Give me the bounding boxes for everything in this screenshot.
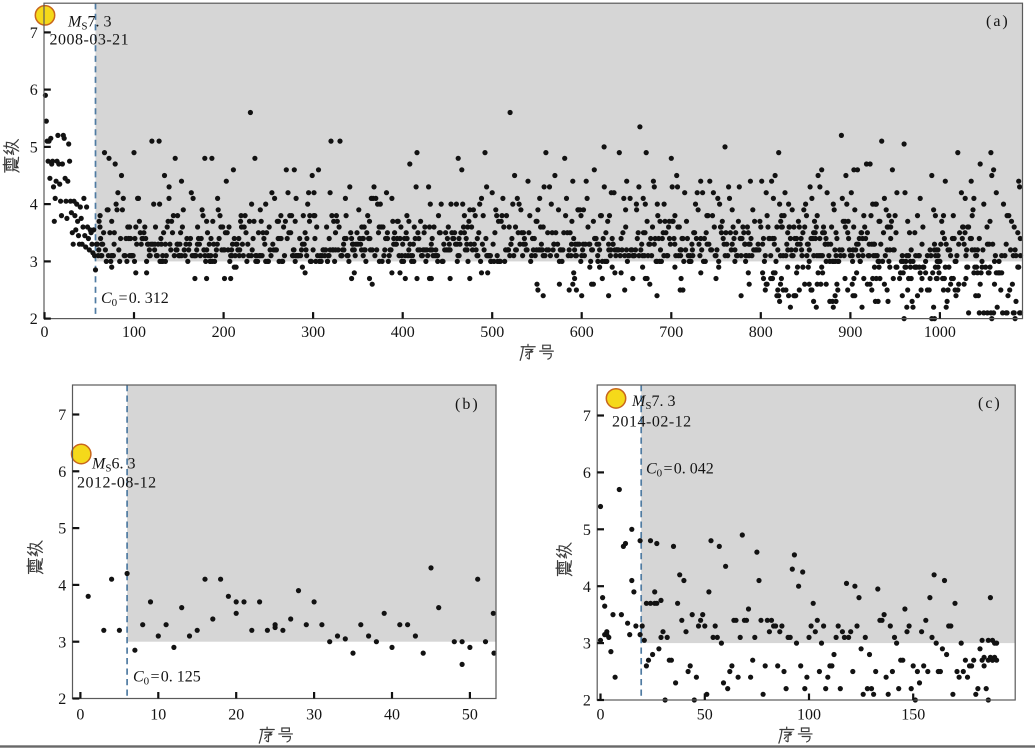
svg-text:5: 5 — [58, 521, 66, 538]
svg-text:2: 2 — [58, 691, 66, 708]
svg-text:6: 6 — [30, 82, 38, 99]
svg-text:10: 10 — [150, 707, 166, 724]
svg-text:0: 0 — [41, 324, 49, 341]
svg-text:3: 3 — [583, 636, 591, 653]
svg-text:7: 7 — [583, 408, 591, 425]
svg-text:500: 500 — [480, 324, 504, 341]
svg-text:100: 100 — [797, 707, 821, 724]
svg-text:4: 4 — [58, 578, 66, 595]
svg-text:C0=0. 125: C0=0. 125 — [133, 669, 201, 688]
svg-text:C0=0. 312: C0=0. 312 — [101, 290, 169, 309]
svg-text:4: 4 — [30, 197, 38, 214]
svg-text:150: 150 — [901, 707, 925, 724]
svg-text:(b): (b) — [455, 396, 480, 413]
svg-text:4: 4 — [583, 579, 591, 596]
svg-text:7: 7 — [30, 25, 38, 42]
svg-text:6: 6 — [58, 464, 66, 481]
svg-text:2: 2 — [30, 311, 38, 328]
svg-text:200: 200 — [212, 324, 236, 341]
svg-text:7: 7 — [58, 407, 66, 424]
svg-text:100: 100 — [122, 324, 146, 341]
svg-text:300: 300 — [301, 324, 325, 341]
svg-text:40: 40 — [384, 707, 400, 724]
svg-text:5: 5 — [583, 522, 591, 539]
svg-text:50: 50 — [462, 707, 478, 724]
svg-text:400: 400 — [391, 324, 415, 341]
svg-text:(a): (a) — [986, 13, 1010, 30]
svg-text:20: 20 — [228, 707, 244, 724]
svg-text:1000: 1000 — [924, 324, 956, 341]
svg-text:3: 3 — [58, 634, 66, 651]
svg-text:2: 2 — [583, 693, 591, 710]
svg-text:MS6. 3: MS6. 3 — [91, 456, 135, 475]
svg-text:MS7. 3: MS7. 3 — [67, 14, 111, 33]
svg-text:6: 6 — [583, 465, 591, 482]
svg-text:800: 800 — [749, 324, 773, 341]
svg-text:MS7. 3: MS7. 3 — [631, 393, 675, 412]
svg-text:2008-03-21: 2008-03-21 — [50, 31, 130, 48]
svg-text:50: 50 — [697, 707, 713, 724]
svg-text:0: 0 — [76, 707, 84, 724]
svg-text:600: 600 — [570, 324, 594, 341]
svg-text:700: 700 — [659, 324, 683, 341]
svg-text:30: 30 — [306, 707, 322, 724]
svg-text:2012-08-12: 2012-08-12 — [77, 475, 157, 492]
svg-text:C0=0. 042: C0=0. 042 — [646, 461, 714, 480]
svg-text:3: 3 — [30, 254, 38, 271]
svg-text:900: 900 — [838, 324, 862, 341]
svg-text:5: 5 — [30, 140, 38, 157]
svg-text:(c): (c) — [978, 395, 1002, 412]
svg-text:0: 0 — [597, 707, 605, 724]
svg-text:2014-02-12: 2014-02-12 — [612, 414, 692, 431]
